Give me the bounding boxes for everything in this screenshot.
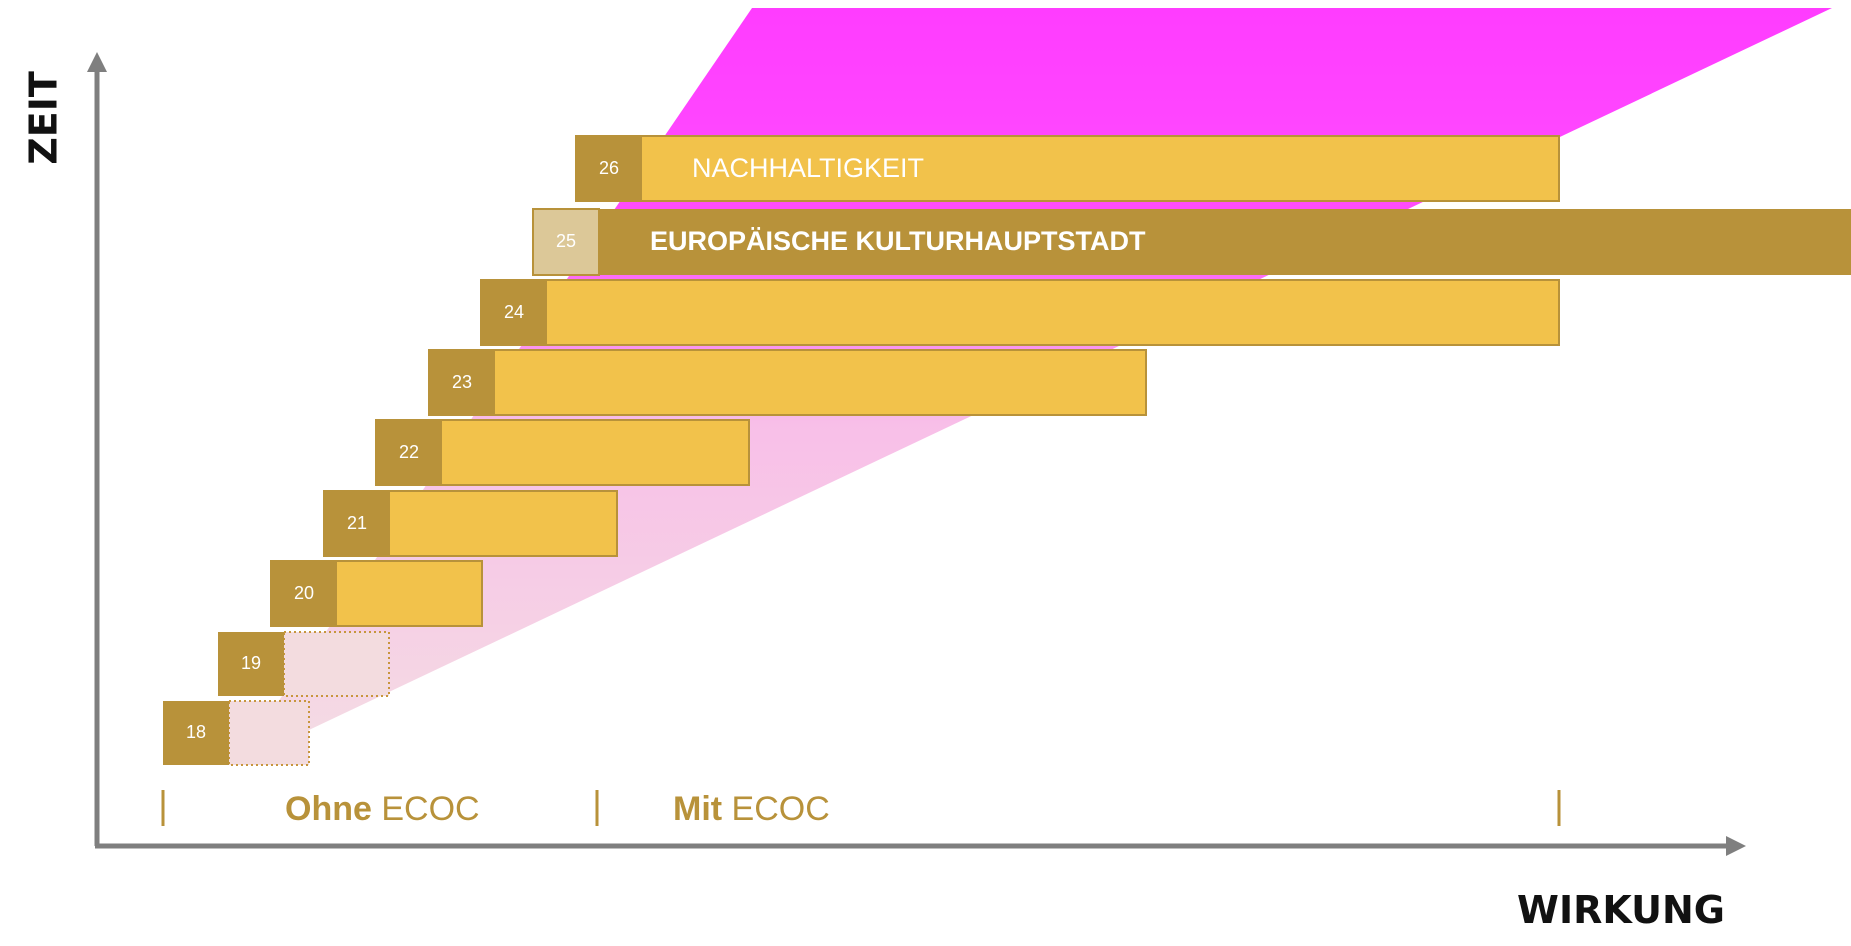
phase-label-bold: Mit xyxy=(673,790,722,828)
x-axis-title: WIRKUNG xyxy=(1517,888,1725,932)
row-22: 22 xyxy=(375,419,750,486)
year-box xyxy=(324,491,390,556)
phase-label-without-ecoc: Ohne ECOC xyxy=(285,790,480,828)
year-label: 25 xyxy=(556,231,576,251)
bar-outline xyxy=(228,700,310,766)
row-24: 24 xyxy=(480,279,1560,346)
year-box xyxy=(376,420,442,485)
bar xyxy=(480,279,1560,346)
bar xyxy=(575,135,1560,202)
year-label: 18 xyxy=(186,722,206,742)
year-box xyxy=(271,561,337,626)
year-label: 24 xyxy=(504,302,524,322)
y-axis-title: ZEIT xyxy=(22,71,66,165)
highlight-bar xyxy=(533,209,1851,275)
year-label: 21 xyxy=(347,513,367,533)
year-label: 23 xyxy=(452,372,472,392)
phase-label-rest: ECOC xyxy=(722,790,830,828)
row-26: 26 NACHHALTIGKEIT xyxy=(575,135,1560,202)
year-label: 19 xyxy=(241,653,261,673)
year-box xyxy=(429,350,495,415)
phase-label-bold: Ohne xyxy=(285,790,372,828)
bar-label: EUROPÄISCHE KULTURHAUPTSTADT xyxy=(650,226,1146,256)
row-25-ecoc: 25 EUROPÄISCHE KULTURHAUPTSTADT xyxy=(532,208,1851,276)
year-box xyxy=(218,632,284,696)
year-box xyxy=(532,208,600,276)
row-18: 18 xyxy=(163,700,310,766)
year-box xyxy=(163,701,229,765)
year-box xyxy=(481,280,547,345)
row-21: 21 xyxy=(323,490,618,557)
phase-label-rest: ECOC xyxy=(372,790,480,828)
bar-outline xyxy=(283,631,390,697)
row-19: 19 xyxy=(218,631,390,697)
bar-label: NACHHALTIGKEIT xyxy=(692,153,924,183)
bar xyxy=(428,349,1147,416)
year-label: 22 xyxy=(399,442,419,462)
row-20: 20 xyxy=(270,560,483,627)
year-label: 20 xyxy=(294,583,314,603)
y-axis-arrow-icon xyxy=(87,52,107,72)
year-box xyxy=(576,136,642,201)
phase-label-with-ecoc: Mit ECOC xyxy=(673,790,830,828)
x-axis-arrow-icon xyxy=(1726,836,1746,856)
row-23: 23 xyxy=(428,349,1147,416)
year-label: 26 xyxy=(599,158,619,178)
